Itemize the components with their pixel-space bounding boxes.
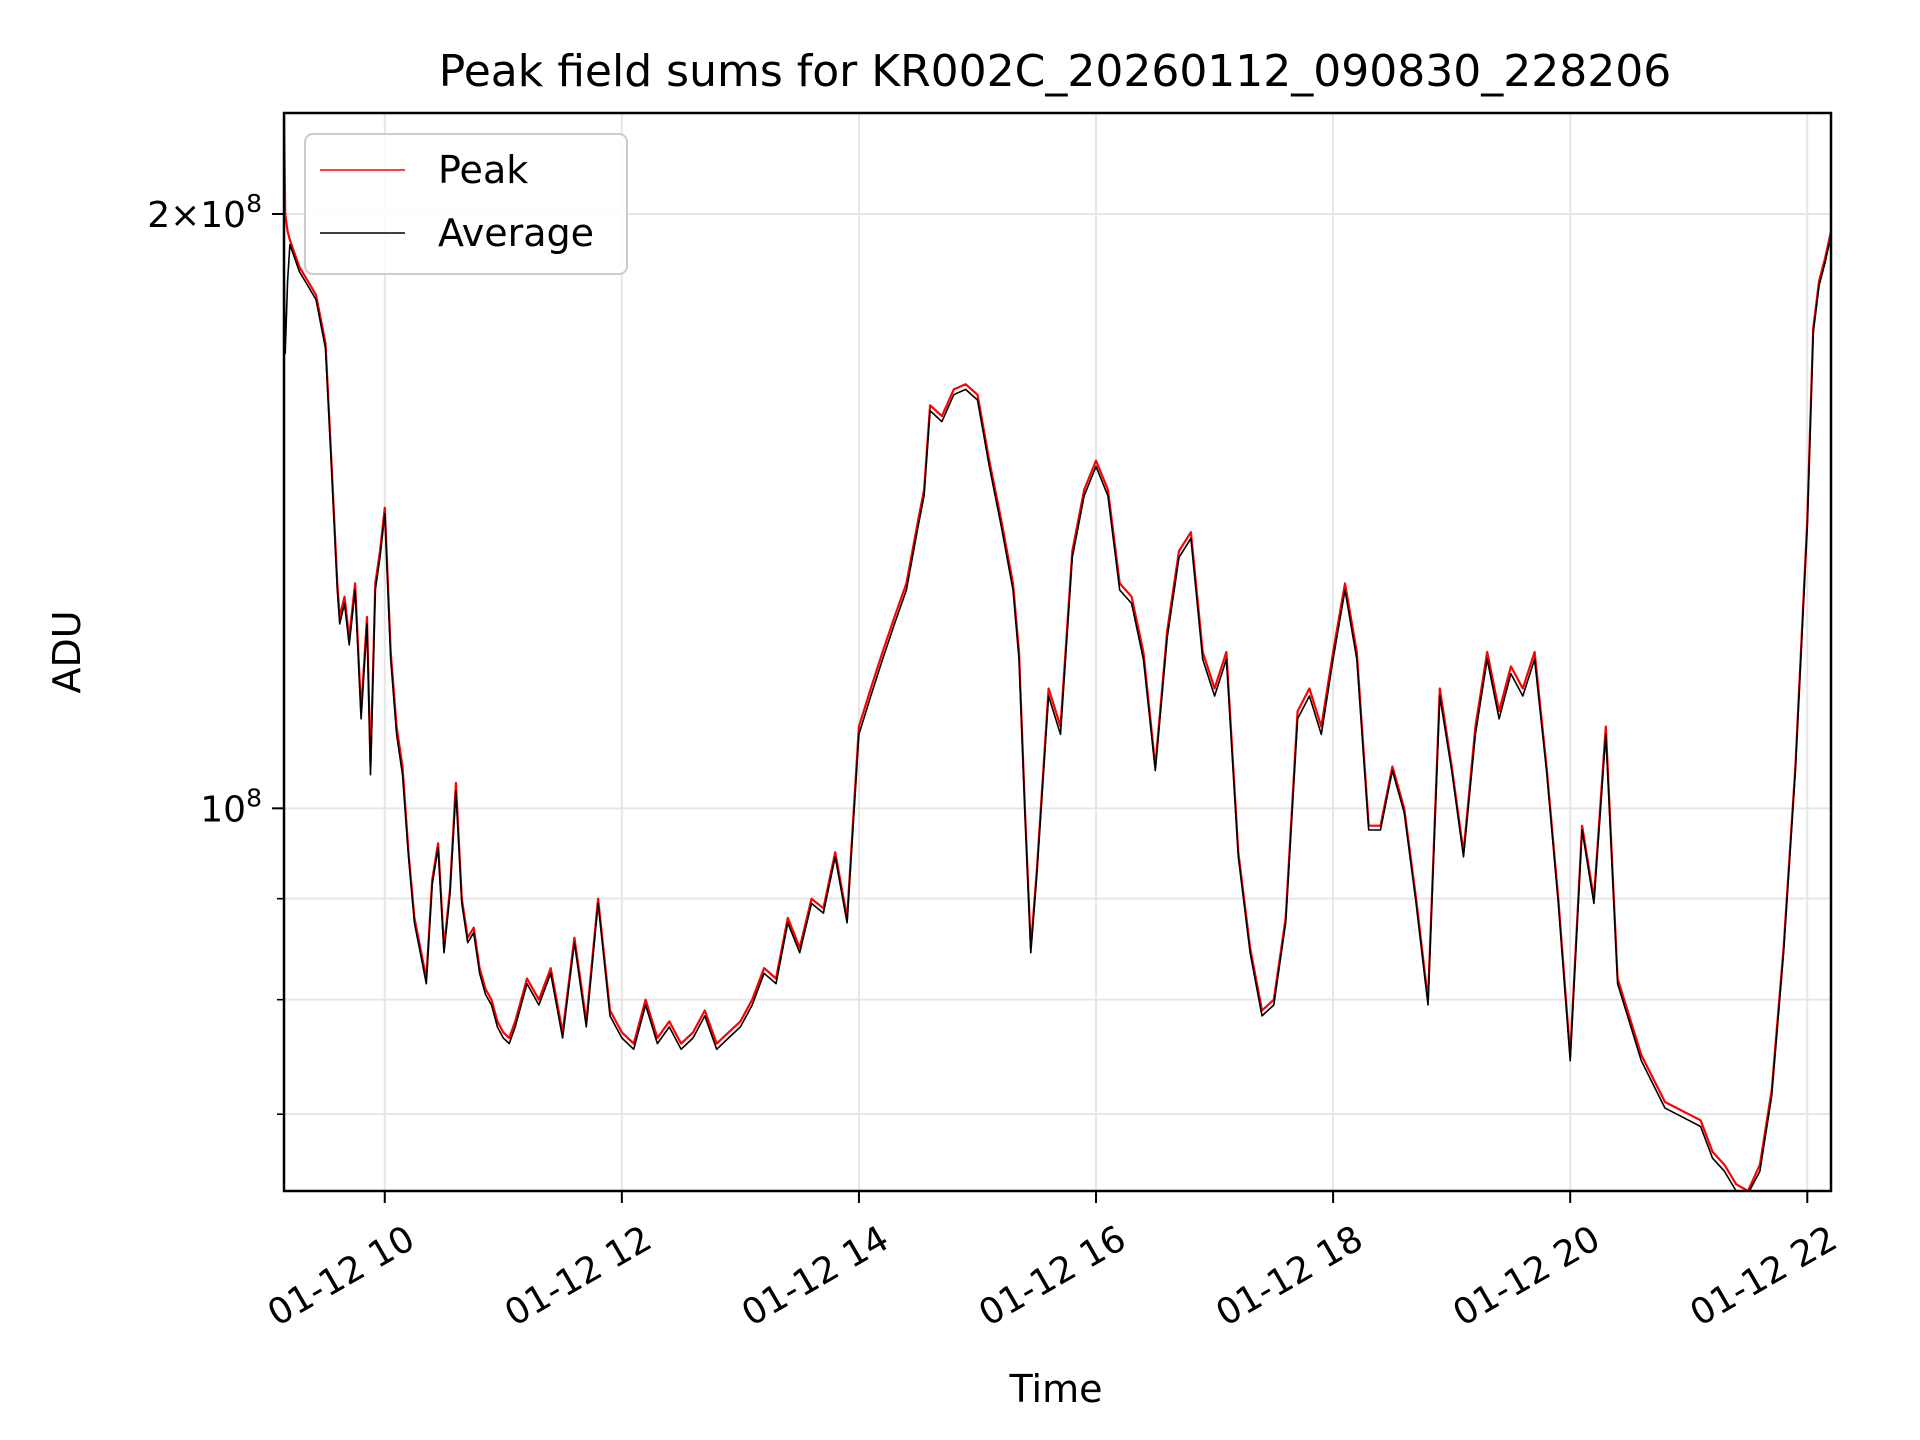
legend-average-label: Average [438, 211, 594, 255]
series-line-peak [284, 113, 1831, 1191]
legend-box [304, 133, 628, 275]
legend-peak-label: Peak [438, 148, 528, 192]
x-axis-label: Time [1009, 1367, 1103, 1411]
y-axis-label: ADU [45, 610, 89, 693]
series-line-average [284, 235, 1831, 1191]
y-tick-label: 2×108 [147, 189, 262, 236]
legend: Peak Average [304, 133, 628, 275]
y-axis: 108 2×108 [147, 189, 284, 1115]
y-tick-label: 108 [200, 783, 262, 830]
chart-title: Peak field sums for KR002C_20260112_0908… [439, 46, 1671, 97]
series-layer [284, 113, 1831, 1191]
plot-frame [282, 111, 1833, 1193]
